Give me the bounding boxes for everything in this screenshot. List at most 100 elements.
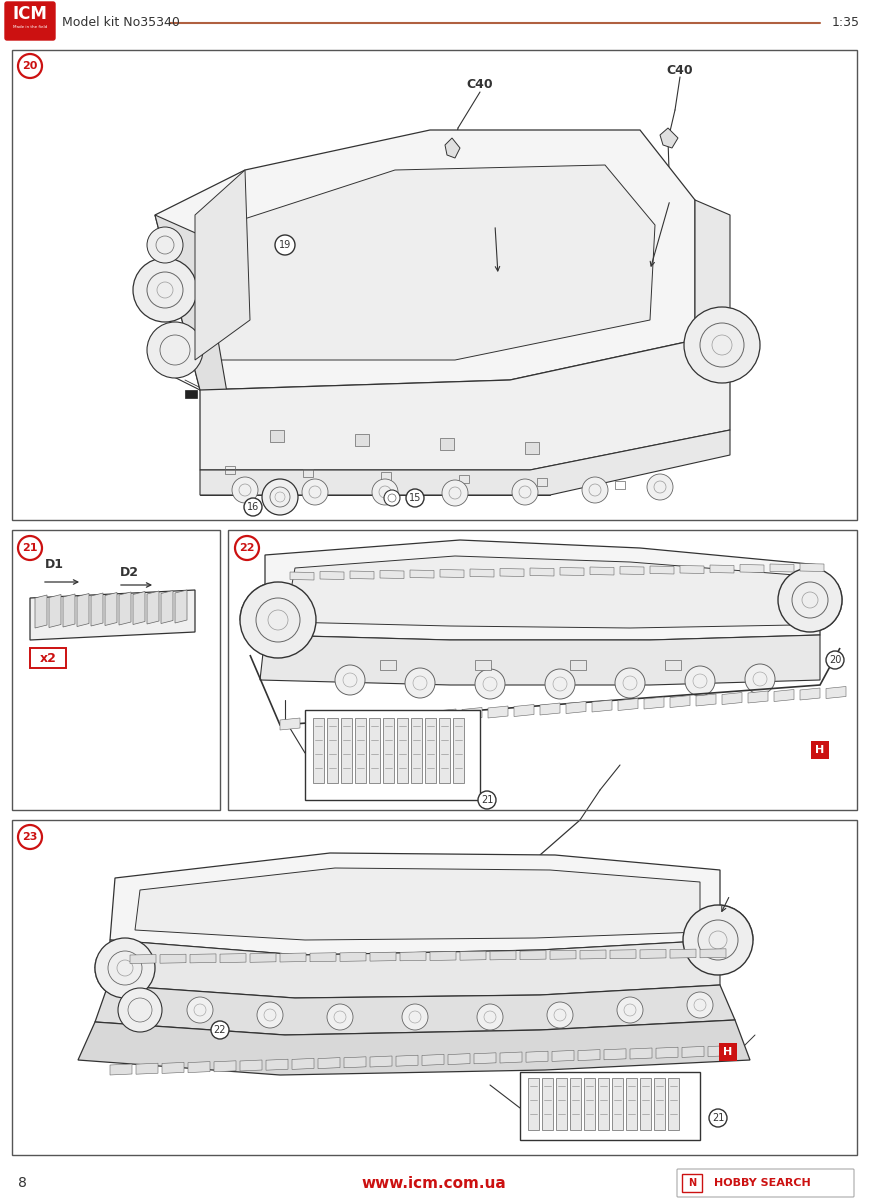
Polygon shape [160, 954, 186, 964]
Polygon shape [400, 952, 426, 961]
Bar [525, 442, 539, 454]
Polygon shape [188, 1062, 210, 1073]
Polygon shape [344, 1057, 366, 1068]
Polygon shape [358, 714, 378, 726]
Bar [305, 710, 480, 800]
Text: 23: 23 [23, 832, 37, 842]
Text: D2: D2 [120, 565, 139, 578]
Text: x2: x2 [40, 652, 56, 665]
Polygon shape [240, 1060, 262, 1070]
Polygon shape [578, 1050, 600, 1061]
Bar [411, 718, 422, 782]
Bar [528, 1078, 539, 1130]
Text: 8: 8 [18, 1176, 27, 1190]
Polygon shape [708, 1045, 730, 1056]
Circle shape [687, 992, 713, 1018]
Polygon shape [155, 215, 230, 410]
Circle shape [647, 474, 673, 500]
Text: H: H [815, 745, 825, 755]
Circle shape [406, 490, 424, 506]
Polygon shape [530, 568, 554, 576]
Polygon shape [370, 952, 396, 961]
Polygon shape [566, 702, 586, 714]
Bar [369, 718, 380, 782]
Text: 22: 22 [239, 542, 255, 553]
Circle shape [133, 258, 197, 322]
Polygon shape [448, 1054, 470, 1064]
Polygon shape [696, 694, 716, 706]
Polygon shape [604, 1049, 626, 1060]
Bar [12, 50, 857, 520]
Circle shape [684, 307, 760, 383]
Text: www.icm.com.ua: www.icm.com.ua [362, 1176, 507, 1190]
Polygon shape [105, 593, 117, 625]
Polygon shape [380, 570, 404, 578]
Polygon shape [440, 570, 464, 577]
Polygon shape [460, 952, 486, 960]
Polygon shape [644, 697, 664, 709]
Polygon shape [162, 1062, 184, 1074]
Bar [380, 660, 396, 670]
Polygon shape [488, 706, 508, 718]
Bar [537, 478, 547, 486]
Polygon shape [49, 594, 61, 628]
Polygon shape [147, 590, 159, 624]
Bar [668, 1078, 679, 1130]
Polygon shape [133, 592, 145, 624]
Bar [626, 1078, 637, 1130]
Polygon shape [462, 708, 482, 720]
Bar [570, 660, 586, 670]
Bar [383, 718, 394, 782]
Polygon shape [710, 565, 734, 572]
Circle shape [95, 938, 155, 998]
Polygon shape [670, 696, 690, 708]
Polygon shape [310, 953, 336, 961]
Bar [327, 718, 338, 782]
Text: 21: 21 [23, 542, 37, 553]
Circle shape [512, 479, 538, 505]
FancyBboxPatch shape [5, 2, 55, 40]
Text: H: H [723, 1046, 733, 1057]
Text: D1: D1 [45, 558, 64, 571]
Circle shape [384, 490, 400, 506]
Polygon shape [580, 950, 606, 959]
Circle shape [244, 498, 262, 516]
Bar [185, 390, 197, 398]
Circle shape [745, 664, 775, 694]
Circle shape [683, 905, 753, 974]
Polygon shape [350, 571, 374, 578]
Circle shape [18, 536, 42, 560]
Bar [341, 718, 352, 782]
Polygon shape [250, 953, 276, 962]
Bar [397, 718, 408, 782]
Polygon shape [770, 564, 794, 572]
Circle shape [545, 670, 575, 698]
Circle shape [232, 476, 258, 503]
Circle shape [405, 668, 435, 698]
Polygon shape [500, 1052, 522, 1063]
Polygon shape [410, 710, 430, 722]
Polygon shape [190, 954, 216, 962]
Circle shape [826, 650, 844, 670]
Circle shape [442, 480, 468, 506]
Polygon shape [680, 565, 704, 574]
Polygon shape [332, 715, 352, 727]
Circle shape [118, 988, 162, 1032]
Polygon shape [214, 1061, 236, 1072]
Polygon shape [200, 340, 730, 470]
Bar [612, 1078, 623, 1130]
Polygon shape [63, 594, 75, 626]
Circle shape [211, 1021, 229, 1039]
Polygon shape [514, 704, 534, 716]
Polygon shape [260, 635, 820, 685]
Polygon shape [135, 868, 700, 940]
Circle shape [709, 1109, 727, 1127]
Polygon shape [280, 718, 300, 730]
Polygon shape [640, 949, 666, 959]
Polygon shape [266, 1060, 288, 1070]
Polygon shape [306, 716, 326, 728]
Polygon shape [91, 593, 103, 626]
Polygon shape [200, 430, 730, 494]
Polygon shape [265, 540, 820, 640]
Polygon shape [670, 949, 696, 958]
